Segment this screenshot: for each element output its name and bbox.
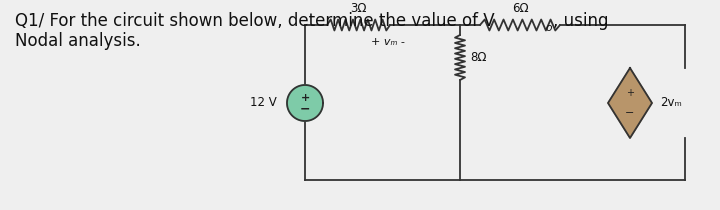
Text: 6Ω: 6Ω (512, 2, 528, 15)
Text: , using: , using (553, 12, 608, 30)
Text: 12 V: 12 V (251, 97, 277, 109)
Text: Nodal analysis.: Nodal analysis. (15, 32, 140, 50)
Text: +: + (300, 93, 310, 103)
Text: $_o$: $_o$ (545, 19, 553, 34)
Text: + vₘ -: + vₘ - (371, 37, 405, 47)
Text: +: + (626, 88, 634, 98)
Text: −: − (625, 108, 635, 118)
Text: −: − (300, 102, 310, 116)
Polygon shape (287, 85, 323, 121)
Text: Q1/ For the circuit shown below, determine the value of V: Q1/ For the circuit shown below, determi… (15, 12, 495, 30)
Text: 8Ω: 8Ω (470, 51, 487, 64)
Text: 3Ω: 3Ω (350, 2, 366, 15)
Polygon shape (608, 68, 652, 138)
Text: 2vₘ: 2vₘ (660, 97, 682, 109)
